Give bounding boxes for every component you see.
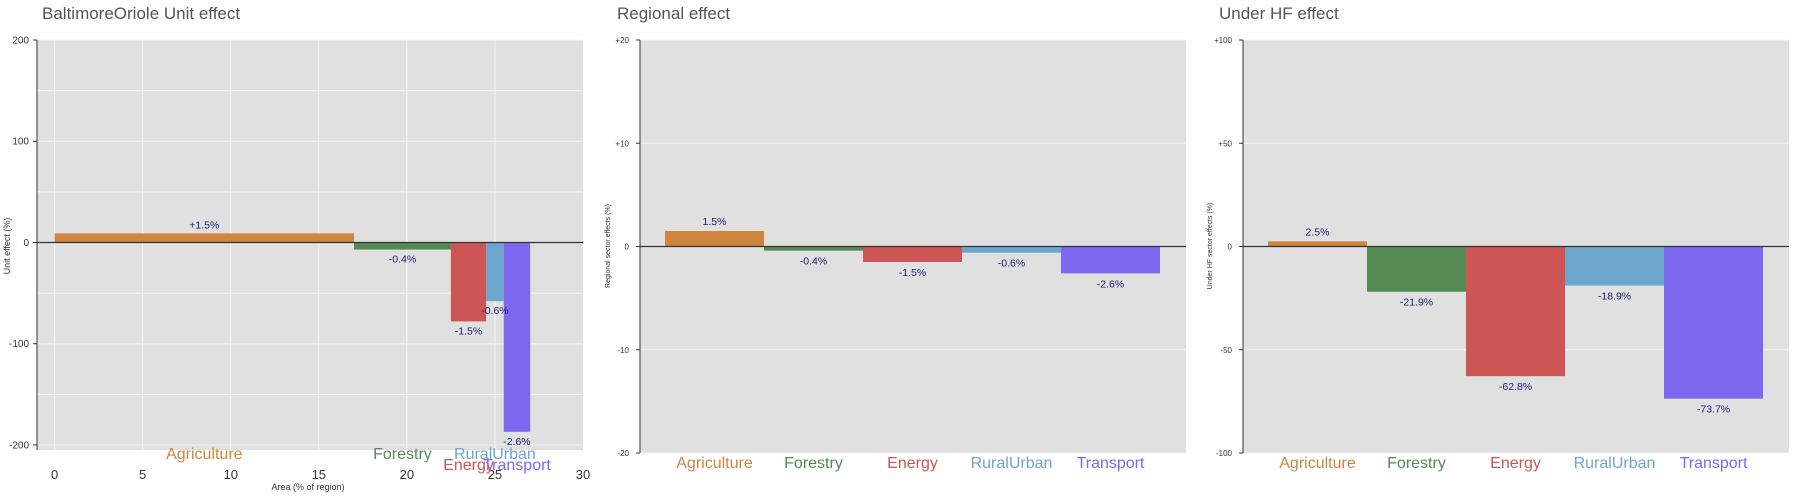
regional-effect-y-tick-label: +20 [615, 36, 629, 45]
unit-effect-bar-forestry [354, 242, 451, 250]
hf-effect-category-label-forestry: Forestry [1387, 455, 1446, 472]
regional-effect-category-label-forestry: Forestry [784, 455, 843, 472]
hf-effect-bar-energy [1466, 246, 1565, 377]
unit-effect-x-tick-label: 20 [400, 467, 414, 482]
unit-effect-x-tick-label: 25 [488, 467, 502, 482]
unit-effect-data-label-agriculture: +1.5% [189, 219, 219, 231]
hf-effect-bar-forestry [1367, 246, 1466, 292]
unit-effect-bar-energy [450, 242, 487, 322]
regional-effect-bars [665, 231, 1160, 274]
unit-effect-y-axis-label: Unit effect (%) [2, 218, 12, 275]
regional-effect-bar-energy [863, 246, 962, 262]
unit-effect-bar-transport [503, 242, 531, 432]
unit-effect-bar-ruralurban [486, 242, 504, 302]
hf-effect-y-tick-label: 0 [1228, 243, 1233, 252]
regional-effect-bar-transport [1061, 246, 1160, 274]
regional-effect-y-tick-label: +10 [615, 139, 629, 148]
regional-effect-bar-ruralurban [962, 246, 1061, 253]
regional-effect-data-label-transport: -2.6% [1097, 278, 1124, 290]
regional-effect-data-label-agriculture: 1.5% [703, 216, 727, 228]
regional-effect-y-tick-label: -20 [617, 449, 629, 458]
hf-effect-bar-transport [1664, 246, 1763, 399]
hf-effect-panel: Under HF effect +100 +50 0 -50 -100 2.5% -21.… [1207, 4, 1789, 472]
unit-effect-bar-agriculture [54, 233, 355, 243]
regional-effect-data-labels: 1.5% -0.4% -1.5% -0.6% -2.6% [703, 216, 1125, 290]
regional-effect-y-tick-label: 0 [625, 243, 630, 252]
unit-effect-y-tick-label: -200 [9, 440, 29, 451]
hf-effect-y-tick-label: +50 [1218, 139, 1232, 148]
unit-effect-data-label-ruralurban: -0.6% [481, 305, 508, 317]
unit-effect-category-labels: Agriculture Forestry EnergyRuralUrbanTrans… [166, 446, 551, 474]
hf-effect-data-label-forestry: -21.9% [1400, 297, 1433, 309]
regional-effect-panel: Regional effect +20 +10 0 -10 -20 1.5% -0.4% -… [605, 4, 1186, 472]
hf-effect-y-tick-label: -50 [1220, 346, 1232, 355]
unit-effect-x-axis-label: Area (% of region) [271, 482, 344, 492]
unit-effect-title: BaltimoreOriole Unit effect [42, 4, 240, 23]
regional-effect-category-label-agriculture: Agriculture [676, 455, 753, 472]
hf-effect-data-label-transport: -73.7% [1697, 404, 1730, 416]
unit-effect-x-tick-label: 5 [139, 467, 146, 482]
unit-effect-x-tick-label: 0 [51, 467, 58, 482]
hf-effect-data-label-ruralurban: -18.9% [1598, 291, 1631, 303]
regional-effect-data-label-ruralurban: -0.6% [998, 258, 1025, 270]
unit-effect-category-label-forestry: Forestry [373, 446, 432, 463]
regional-effect-data-label-energy: -1.5% [899, 267, 926, 279]
unit-effect-x-tick-label: 30 [576, 467, 590, 482]
unit-effect-y-tick-label: 0 [23, 238, 29, 249]
regional-effect-y-axis-label: Regional sector effects (%) [605, 204, 612, 288]
hf-effect-bar-agriculture [1268, 241, 1367, 247]
hf-effect-data-label-agriculture: 2.5% [1306, 226, 1330, 238]
unit-effect-data-label-energy: -1.5% [455, 325, 482, 337]
hf-effect-y-axis-label: Under HF sector effects (%) [1207, 203, 1214, 290]
regional-effect-bar-forestry [764, 246, 863, 251]
hf-effect-y-tick-label: +100 [1214, 36, 1233, 45]
hf-effect-bar-ruralurban [1565, 246, 1664, 286]
unit-effect-x-tick-label: 15 [312, 467, 326, 482]
hf-effect-title: Under HF effect [1219, 4, 1339, 23]
unit-effect-category-label-energy: Energy [443, 457, 494, 474]
unit-effect-y-tick-label: 200 [12, 36, 29, 47]
hf-effect-y-ticks: +100 +50 0 -50 -100 [1214, 36, 1243, 458]
regional-effect-y-tick-label: -10 [617, 346, 629, 355]
unit-effect-data-label-transport: -2.6% [503, 436, 530, 448]
unit-effect-data-labels: +1.5% -0.4% -1.5% -0.6% -2.6% [189, 219, 530, 447]
hf-effect-bars [1268, 241, 1763, 399]
unit-effect-category-label-ruralurban: RuralUrban [454, 446, 536, 463]
regional-effect-category-label-energy: Energy [887, 455, 938, 472]
unit-effect-x-ticks: 0 5 10 15 20 25 30 [51, 467, 590, 482]
unit-effect-category-label-transport: Transport [483, 457, 551, 474]
regional-effect-bar-agriculture [665, 231, 764, 247]
unit-effect-bars [54, 233, 531, 432]
regional-effect-title: Regional effect [617, 4, 730, 23]
regional-effect-category-label-transport: Transport [1077, 455, 1145, 472]
hf-effect-category-label-transport: Transport [1680, 455, 1748, 472]
unit-effect-category-label-agriculture: Agriculture [166, 446, 243, 463]
regional-effect-y-ticks: +20 +10 0 -10 -20 [615, 36, 640, 458]
regional-effect-category-labels: Agriculture Forestry Energy RuralUrban Trans… [676, 455, 1145, 472]
hf-effect-data-label-energy: -62.8% [1499, 381, 1532, 393]
unit-effect-y-tick-label: -100 [9, 339, 29, 350]
hf-effect-category-label-ruralurban: RuralUrban [1574, 455, 1656, 472]
unit-effect-y-ticks: 200 100 0 -100 -200 [9, 36, 37, 451]
hf-effect-category-labels: Agriculture Forestry Energy RuralUrban Trans… [1279, 455, 1748, 472]
unit-effect-data-label-forestry: -0.4% [389, 254, 416, 266]
regional-effect-data-label-forestry: -0.4% [800, 256, 827, 268]
unit-effect-y-tick-label: 100 [12, 137, 29, 148]
unit-effect-x-tick-label: 10 [224, 467, 238, 482]
hf-effect-category-label-energy: Energy [1490, 455, 1541, 472]
hf-effect-data-labels: 2.5% -21.9% -62.8% -18.9% -73.7% [1306, 226, 1731, 415]
hf-effect-y-tick-label: -100 [1216, 449, 1233, 458]
hf-effect-category-label-agriculture: Agriculture [1279, 455, 1356, 472]
regional-effect-category-label-ruralurban: RuralUrban [971, 455, 1053, 472]
unit-effect-panel: BaltimoreOriole Unit effect 2001000-100-… [2, 4, 590, 492]
